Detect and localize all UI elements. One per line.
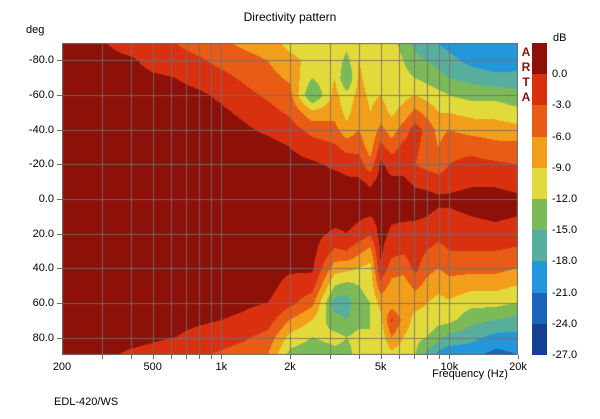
colorbar-tick-label: -15.0	[552, 224, 578, 237]
colorbar-tick-label: -12.0	[552, 193, 578, 205]
y-tick-label: -60.0	[28, 89, 54, 101]
footer-label: EDL-420/WS	[54, 396, 119, 408]
y-tick-label: 80.0	[32, 331, 54, 344]
colorbar-tick-label: -18.0	[552, 255, 578, 268]
colorbar-band	[532, 136, 547, 168]
x-tick-mark	[381, 355, 382, 359]
y-tick-mark	[57, 129, 62, 131]
x-tick-mark	[414, 355, 415, 359]
y-tick-mark	[57, 337, 62, 339]
x-tick-mark	[171, 355, 172, 359]
y-tick-mark	[57, 95, 62, 96]
y-tick-label: 0.0	[38, 193, 54, 205]
y-tick-label: 20.0	[32, 227, 54, 240]
colorbar-tick-label: -9.0	[552, 161, 571, 174]
colorbar-band	[532, 105, 547, 137]
arta-brand-letter: A	[521, 90, 531, 104]
colorbar-tick-label: -3.0	[552, 99, 571, 112]
y-tick-mark	[57, 164, 62, 166]
colorbar-tick-label: -6.0	[552, 130, 571, 143]
x-tick-mark	[330, 355, 331, 359]
x-tick-label: 1k	[215, 361, 228, 373]
colorbar-tick-label: 0.0	[552, 68, 568, 81]
x-tick-mark	[518, 355, 519, 359]
arta-brand-letter: R	[521, 60, 531, 74]
x-tick-mark	[102, 355, 103, 359]
x-tick-label: 5k	[374, 361, 387, 373]
x-tick-label: 500	[143, 361, 162, 373]
y-axis-unit-label: deg	[26, 24, 45, 36]
x-tick-mark	[186, 355, 187, 359]
y-tick-mark	[57, 268, 62, 270]
y-tick-mark	[57, 303, 62, 304]
x-tick-label: 2k	[284, 361, 296, 373]
x-axis-label: Frequency (Hz)	[432, 368, 508, 380]
colorbar-tick-label: -21.0	[552, 286, 578, 299]
x-tick-mark	[290, 355, 291, 359]
colorbar-band	[532, 43, 547, 75]
colorbar-tick-label: -27.0	[552, 349, 578, 361]
chart-title: Directivity pattern	[243, 10, 337, 24]
x-tick-mark	[427, 355, 428, 359]
x-tick-label: 10k	[440, 361, 459, 373]
y-tick-mark	[57, 233, 62, 235]
colorbar-band	[532, 261, 547, 293]
y-tick-mark	[57, 60, 62, 62]
x-tick-mark	[439, 355, 440, 359]
y-tick-label: 60.0	[32, 297, 54, 309]
arta-brand-letter: A	[521, 45, 531, 59]
y-tick-label: -40.0	[28, 123, 54, 136]
y-tick-mark	[57, 199, 62, 200]
colorbar-unit-label: dB	[553, 32, 567, 44]
x-tick-mark	[199, 355, 200, 359]
x-tick-mark	[131, 355, 132, 359]
colorbar-band	[532, 230, 547, 262]
colorbar-band	[532, 323, 547, 355]
x-tick-mark	[211, 355, 212, 359]
x-tick-mark	[449, 355, 450, 359]
colorbar	[532, 43, 547, 355]
x-tick-mark	[153, 355, 154, 359]
colorbar-band	[532, 199, 547, 231]
x-tick-mark	[359, 355, 360, 359]
x-tick-label: 20k	[509, 361, 527, 373]
arta-brand-letter: T	[522, 75, 530, 89]
y-tick-label: -80.0	[28, 54, 54, 67]
colorbar-band	[532, 292, 547, 324]
x-tick-label: 200	[52, 361, 72, 373]
x-tick-mark	[221, 355, 222, 359]
colorbar-band	[532, 74, 547, 106]
y-tick-label: 40.0	[32, 262, 54, 275]
x-tick-mark	[399, 355, 400, 359]
directivity-heatmap-plot	[62, 43, 518, 355]
y-tick-label: -20.0	[28, 158, 54, 171]
colorbar-band	[532, 167, 547, 199]
colorbar-tick-label: -24.0	[552, 317, 578, 330]
